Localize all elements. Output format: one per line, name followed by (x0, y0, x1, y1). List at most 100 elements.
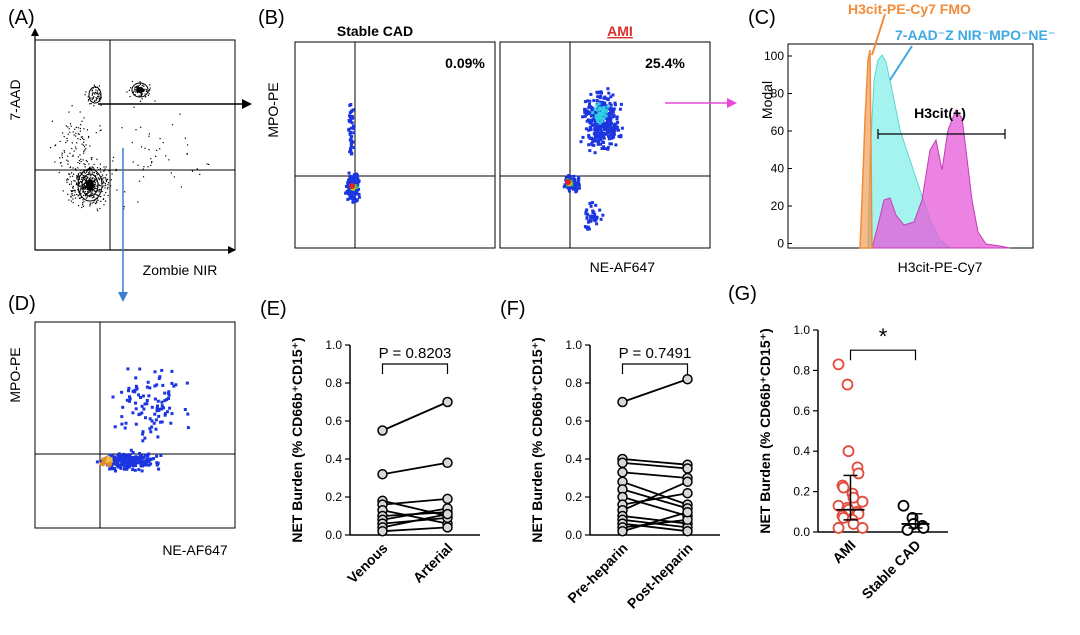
event-dot (97, 93, 99, 95)
event-dot (140, 146, 143, 148)
event-dot (70, 195, 72, 197)
event-dot (80, 124, 82, 126)
event-dot (76, 178, 78, 180)
event-dot (614, 143, 618, 147)
event-dot (75, 169, 77, 171)
event-dot (128, 462, 132, 466)
data-point (377, 525, 388, 537)
event-dot (82, 144, 85, 146)
paired-line (622, 522, 688, 533)
event-dot (589, 114, 593, 118)
event-dot (590, 123, 594, 127)
event-dot (153, 370, 157, 374)
event-dot (86, 192, 88, 195)
event-dot (75, 148, 77, 150)
event-dot (349, 174, 353, 178)
p-value-label: P = 0.8203 (379, 345, 452, 362)
event-dot (606, 87, 610, 91)
event-dot (594, 135, 598, 139)
event-dot (100, 129, 102, 131)
event-dot (146, 454, 150, 458)
event-dot (138, 453, 142, 457)
event-dot (71, 190, 73, 193)
data-point (377, 468, 388, 480)
event-dot (596, 140, 600, 144)
p-value-label: * (879, 324, 888, 349)
event-dot (84, 178, 86, 181)
event-dot (604, 110, 608, 114)
event-dot (617, 135, 621, 138)
event-dot (77, 189, 79, 191)
panel-b-right-frame (499, 41, 711, 249)
event-dot (84, 190, 86, 193)
event-dot (106, 188, 109, 190)
event-dot (571, 187, 575, 191)
event-dot (87, 170, 89, 172)
event-dot (589, 128, 593, 132)
event-dot (605, 126, 609, 130)
event-dot (157, 467, 161, 471)
event-dot (99, 100, 101, 102)
event-dot (113, 425, 117, 429)
event-dot (142, 176, 145, 178)
event-dot (85, 177, 87, 179)
event-dot (101, 174, 104, 176)
event-dot (608, 101, 612, 105)
event-dot (82, 159, 84, 161)
event-dot (76, 182, 78, 184)
event-dot (602, 145, 606, 149)
event-dot (83, 182, 85, 184)
event-dot (134, 88, 136, 90)
event-dot (346, 184, 350, 188)
event-dot (589, 92, 593, 96)
event-dot (139, 83, 141, 85)
event-dot (49, 147, 52, 149)
event-dot (131, 451, 135, 454)
event-dot (79, 162, 81, 165)
event-dot (140, 95, 142, 97)
event-dot (602, 128, 606, 131)
event-dot (83, 152, 85, 154)
event-dot (350, 135, 354, 139)
event-dot (134, 89, 136, 91)
panel-c-legend-gate: 7-AAD⁻Z NIR⁻MPO⁻NE⁻ (895, 27, 1055, 43)
event-dot (134, 376, 138, 380)
event-dot (121, 455, 125, 459)
event-dot (111, 395, 115, 399)
event-dot (145, 89, 148, 91)
event-dot (74, 128, 76, 130)
event-dot (77, 177, 79, 179)
event-dot (610, 136, 614, 140)
significance-bracket (849, 349, 917, 361)
event-dot (598, 121, 602, 125)
event-dot (143, 85, 145, 87)
event-dot (103, 170, 105, 172)
paired-line (382, 461, 448, 476)
event-dot (596, 95, 600, 99)
event-dot (350, 193, 354, 197)
event-dot (72, 131, 74, 133)
event-dot (355, 172, 358, 176)
data-point (852, 467, 865, 480)
event-dot (92, 98, 94, 100)
event-dot (346, 197, 350, 201)
event-dot (82, 205, 85, 207)
event-dot (590, 143, 594, 147)
event-dot (108, 467, 112, 471)
event-dot (608, 126, 612, 129)
event-dot (94, 183, 96, 185)
event-dot (138, 461, 142, 465)
event-dot (159, 138, 161, 140)
event-dot (96, 97, 98, 99)
y-tick-label: 0.2 (793, 485, 810, 499)
event-dot (69, 123, 72, 125)
y-tick-label: 0.8 (565, 376, 582, 390)
panel-a-label: (A) (8, 7, 35, 29)
event-dot (352, 182, 356, 185)
data-point (442, 508, 453, 520)
event-dot (70, 125, 72, 127)
event-dot (162, 142, 164, 144)
event-dot (128, 465, 131, 469)
event-dot (149, 84, 151, 86)
paired-line (622, 480, 688, 512)
